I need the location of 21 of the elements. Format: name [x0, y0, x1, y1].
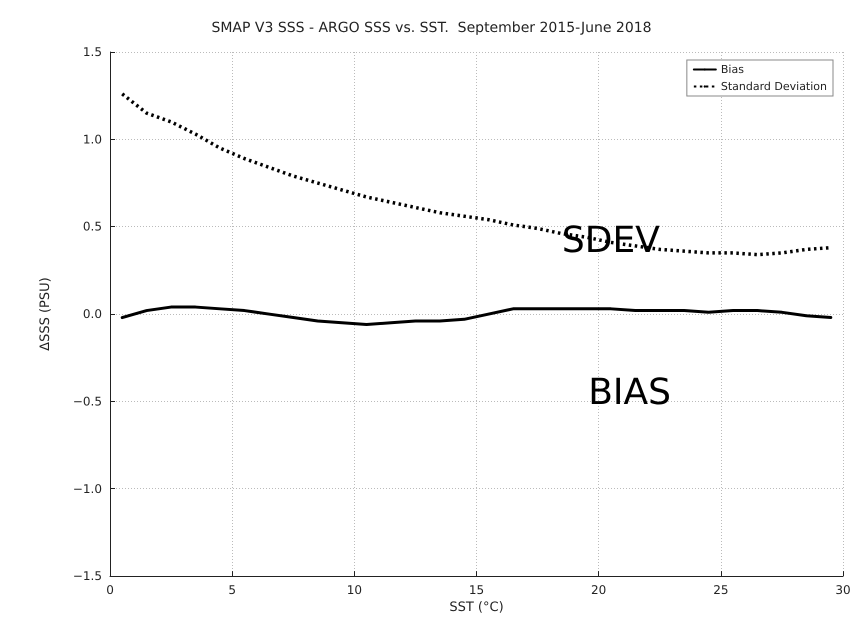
y-tick-label: 0.0: [82, 307, 102, 322]
y-tick-label: −1.5: [72, 569, 102, 584]
chart-title: SMAP V3 SSS - ARGO SSS vs. SST. September 2015-June 2018: [211, 20, 652, 36]
x-tick-label: 5: [228, 583, 236, 598]
x-tick-label: 15: [468, 583, 484, 598]
annotation: BIAS: [588, 372, 671, 414]
x-tick-label: 20: [591, 583, 606, 598]
legend-label: Standard Deviation: [720, 80, 828, 93]
y-tick-label: 1.5: [82, 45, 102, 59]
y-tick-label: 1.0: [82, 132, 102, 146]
x-tick-label: 0: [106, 583, 114, 598]
y-tick-label: −1.0: [72, 482, 102, 496]
y-tick-label: −0.5: [72, 394, 102, 408]
x-tick-label: 25: [713, 583, 728, 598]
x-tick-label: 30: [835, 583, 851, 598]
x-tick-label: 10: [346, 583, 362, 598]
legend-label: Bias: [720, 63, 744, 76]
line-series: [120, 306, 832, 326]
y-axis-title: ΔSSS (PSU): [38, 277, 53, 351]
y-tick-label: 0.5: [82, 220, 102, 234]
x-axis-title: SST (°C): [449, 600, 504, 615]
